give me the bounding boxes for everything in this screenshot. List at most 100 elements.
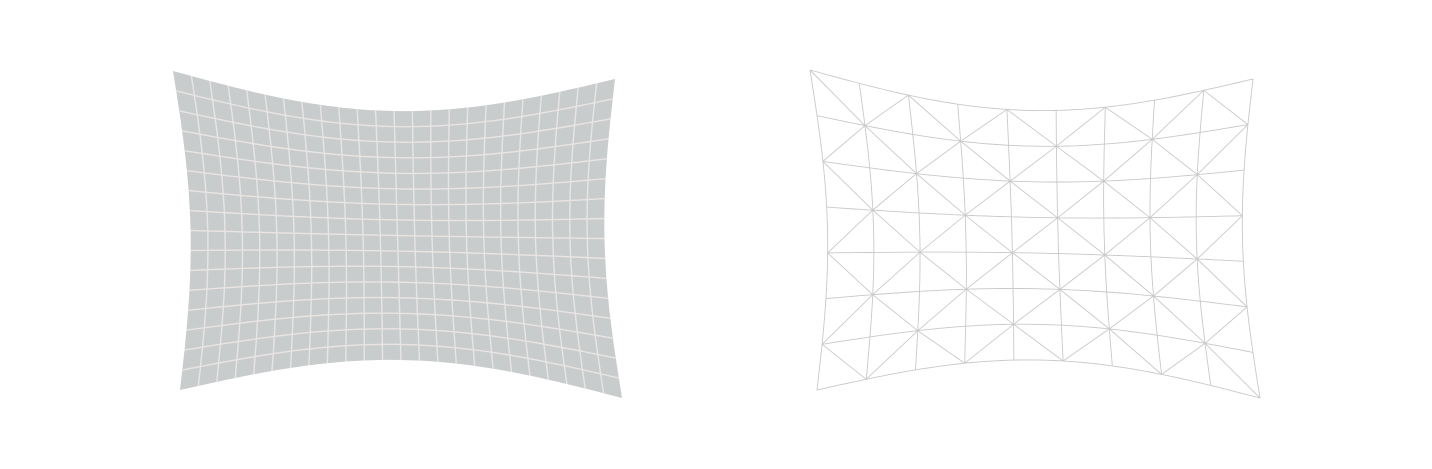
mesh-edge-diagonal [1196,215,1243,260]
grid-line-horizontal [188,296,611,319]
mesh-edge-diagonal [964,180,1011,216]
mesh-edge-diagonal [1109,328,1162,375]
mesh-edge-diagonal [1153,258,1198,297]
mesh-edge-diagonal [809,69,866,126]
mesh-edge-diagonal [1062,328,1110,362]
mesh-edge-diagonal [821,343,867,380]
mesh-edge-diagonal [1103,138,1153,182]
mesh-edge-diagonal [872,173,917,211]
mesh-edge-diagonal [919,214,966,253]
wireframe-mesh-lines [809,69,1261,399]
mesh-edge-diagonal [872,251,921,296]
grid-line-horizontal [189,209,605,222]
mesh-edge-diagonal [966,252,1013,290]
mesh-edge-diagonal [964,214,1013,254]
mesh-edge-diagonal [1196,174,1243,217]
mesh-edge-diagonal [1056,145,1104,182]
mesh-edge-diagonal [1109,295,1154,330]
mesh-edge-diagonal [1103,180,1151,219]
mesh-edge-vertical [1149,100,1163,375]
mesh-edge-diagonal [1203,89,1249,125]
mesh-edge-diagonal [822,161,874,211]
grid-line-horizontal [184,150,607,175]
mesh-edge-diagonal [1056,106,1106,147]
mesh-edge-diagonal [917,288,967,332]
mesh-edge-diagonal [865,330,919,380]
mesh-edge-vertical [1103,107,1113,366]
mesh-edge-diagonal [872,209,921,253]
mesh-edge-horizontal [827,251,1244,262]
mesh-edge-diagonal [1013,289,1061,325]
mesh-edge-vertical [957,104,967,364]
mesh-edge-vertical [1241,78,1261,399]
grid-line-horizontal [181,130,609,159]
mesh-edge-diagonal [1196,258,1248,308]
mesh-edge-diagonal [1204,342,1261,399]
mesh-edge-horizontal [809,69,1254,112]
mesh-edge-diagonal [1161,342,1206,375]
mesh-edge-diagonal [1009,145,1057,182]
textured-grid-lines [176,75,619,394]
mesh-edge-diagonal [1104,217,1151,256]
grid-line-horizontal [182,343,619,379]
mesh-edge-diagonal [1012,252,1061,290]
mesh-edge-diagonal [1059,289,1110,330]
mesh-edge-diagonal [1009,180,1058,219]
mesh-edge-horizontal [825,288,1248,308]
mesh-edge-diagonal [964,323,1014,364]
mesh-edge-diagonal [916,140,961,174]
mesh-edge-vertical [1055,110,1064,362]
mesh-edge-vertical [1195,90,1212,386]
grid-line-horizontal [190,249,606,260]
mesh-edge-diagonal [827,209,874,254]
mesh-edge-diagonal [1149,217,1198,260]
mesh-edge-diagonal [1104,254,1154,297]
mesh-edge-vertical [907,95,921,370]
mesh-edge-diagonal [1105,106,1153,140]
mesh-edge-diagonal [864,125,917,174]
mesh-edge-diagonal [960,109,1008,142]
mesh-edge-vertical [1006,109,1015,361]
grid-line-horizontal [190,265,607,280]
textured-warped-grid-panel [173,71,622,398]
grid-line-horizontal [176,90,613,128]
grid-line-horizontal [179,110,611,143]
mesh-edge-diagonal [1013,323,1064,362]
mesh-edge-diagonal [827,252,874,296]
mesh-edge-diagonal [908,94,961,142]
mesh-edge-diagonal [966,288,1014,325]
mesh-edge-diagonal [822,125,866,162]
mesh-edge-diagonal [1151,89,1205,140]
mesh-edge-horizontal [822,160,1245,183]
grid-line-horizontal [186,312,614,339]
mesh-edge-diagonal [960,140,1011,182]
grid-line-horizontal [184,328,616,359]
mesh-edge-diagonal [1196,124,1249,175]
mesh-edge-diagonal [821,294,874,345]
mesh-edge-diagonal [1204,306,1248,344]
grid-line-horizontal [189,281,609,299]
mesh-edge-diagonal [916,173,966,216]
grid-line-horizontal [186,170,606,190]
mesh-edge-horizontal [817,115,1248,147]
mesh-edge-diagonal [872,294,919,332]
mesh-edge-diagonal [1149,174,1198,219]
grid-line-horizontal [188,189,605,206]
mesh-edge-diagonal [864,94,909,126]
grid-line-horizontal [190,229,605,240]
mesh-edge-diagonal [1059,254,1106,290]
mesh-edge-diagonal [1006,109,1057,147]
mesh-edge-diagonal [917,330,965,364]
mesh-edge-diagonal [1012,217,1058,254]
mesh-edge-horizontal [822,323,1253,353]
mesh-edge-vertical [858,83,875,380]
mesh-edge-horizontal [816,359,1261,399]
mesh-edge-diagonal [1151,138,1198,175]
mesh-edge-diagonal [1057,217,1106,256]
mesh-edge-horizontal [826,206,1243,219]
mesh-edge-vertical [809,69,829,391]
mesh-edge-diagonal [1153,295,1206,344]
mesh-edge-diagonal [919,251,967,290]
mesh-edge-diagonal [1057,180,1104,219]
